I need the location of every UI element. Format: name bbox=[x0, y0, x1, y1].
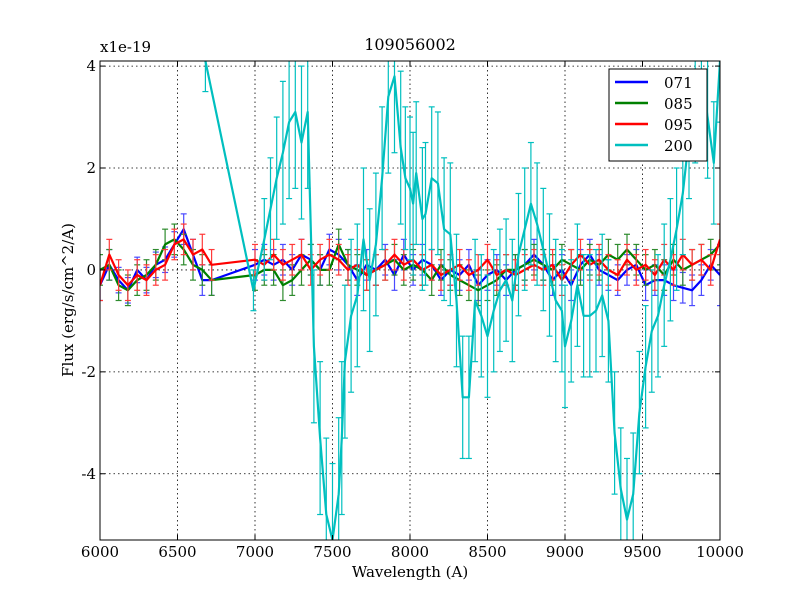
series-line-200 bbox=[204, 61, 720, 540]
legend-label-071: 071 bbox=[664, 74, 693, 92]
series-group bbox=[100, 61, 720, 540]
x-tick-label: 8500 bbox=[468, 543, 506, 561]
x-tick-label: 9000 bbox=[546, 543, 584, 561]
legend-label-200: 200 bbox=[664, 137, 693, 155]
series-line-085 bbox=[100, 238, 720, 292]
x-tick-label: 6000 bbox=[81, 543, 119, 561]
x-axis-label: Wavelength (A) bbox=[352, 563, 468, 581]
x-tick-label: 7500 bbox=[313, 543, 351, 561]
y-tick-label: -2 bbox=[81, 363, 96, 381]
x-tick-label: 10000 bbox=[696, 543, 744, 561]
x-tick-label: 9500 bbox=[623, 543, 661, 561]
x-tick-label: 6500 bbox=[158, 543, 196, 561]
axis-ticks: 6000 6500 7000 7500 8000 8500 9000 9500 10000 -4 -… bbox=[81, 57, 744, 561]
series-200 bbox=[202, 61, 720, 540]
legend: 071 085 095 200 bbox=[608, 68, 708, 162]
y-tick-label: 0 bbox=[86, 261, 96, 279]
legend-label-085: 085 bbox=[664, 95, 693, 113]
y-scale-label: x1e-19 bbox=[100, 38, 151, 56]
y-tick-label: 2 bbox=[86, 159, 96, 177]
y-tick-label: 4 bbox=[86, 57, 96, 75]
legend-label-095: 095 bbox=[664, 116, 693, 134]
y-axis-label: Flux (erg/s/cm^2/A) bbox=[59, 223, 77, 377]
chart-title: 109056002 bbox=[364, 35, 456, 54]
series-line-095 bbox=[100, 238, 720, 287]
x-tick-label: 8000 bbox=[391, 543, 429, 561]
x-tick-label: 7000 bbox=[236, 543, 274, 561]
y-tick-label: -4 bbox=[81, 465, 96, 483]
